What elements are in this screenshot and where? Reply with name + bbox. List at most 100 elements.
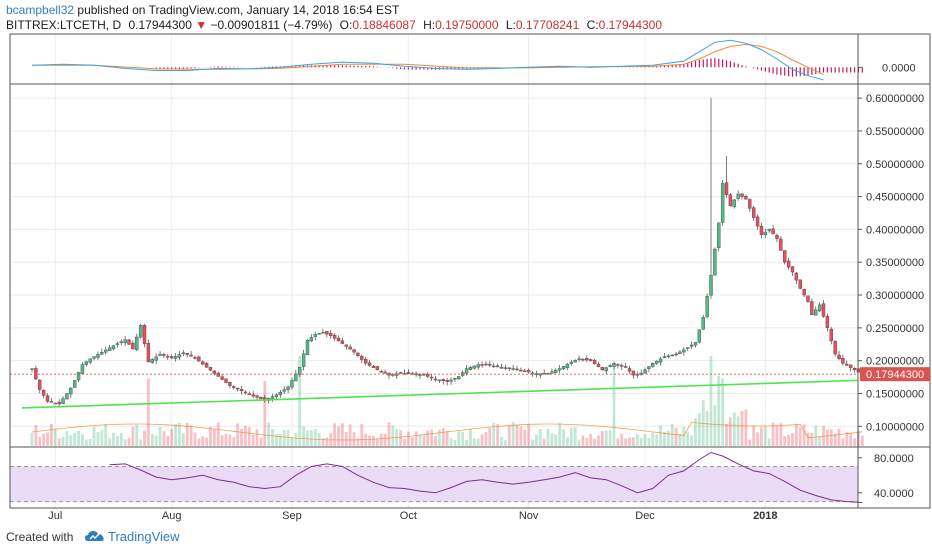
candle-body [751, 207, 756, 218]
volume-bar [162, 431, 166, 446]
candle-body [274, 394, 279, 397]
candle-body [185, 352, 189, 355]
volume-bar [736, 416, 740, 446]
candle-body [96, 354, 100, 358]
candle-body [457, 376, 461, 380]
volume-bar [783, 435, 787, 446]
candle-body [705, 296, 709, 317]
macd-line [31, 39, 824, 81]
volume-bar [244, 425, 247, 446]
candle-body [717, 222, 721, 249]
volume-bar [763, 426, 767, 446]
candle-body [336, 337, 341, 342]
x-tick-label: Jul [48, 510, 62, 522]
volume-bar [313, 429, 317, 446]
candle-body [709, 275, 713, 296]
volume-bar [201, 436, 205, 446]
candle-body [829, 328, 833, 342]
volume-bar [236, 423, 240, 446]
candle-body [235, 387, 240, 390]
rsi-line [109, 451, 863, 503]
candle-body [344, 344, 348, 347]
tradingview-brand[interactable]: TradingView [108, 529, 180, 544]
candle-body [779, 238, 783, 251]
candle-body [507, 367, 511, 369]
volume-bar [810, 433, 814, 446]
volume-bar [523, 429, 527, 446]
candle-body [220, 376, 224, 380]
volume-bar [255, 429, 259, 446]
candle-body [329, 332, 333, 336]
candle-body [115, 343, 120, 345]
candle-body [259, 396, 263, 399]
candle-body [201, 361, 205, 365]
candle-body [88, 358, 92, 363]
candle-body [340, 340, 345, 344]
candle-body [802, 289, 806, 296]
volume-bar [542, 438, 546, 446]
candle-body [169, 356, 174, 359]
volume-bar [709, 356, 713, 446]
volume-bar [465, 439, 468, 446]
volume-bar [81, 434, 84, 446]
candle-body [841, 358, 845, 364]
candle-body [294, 373, 298, 382]
volume-bar [73, 432, 77, 446]
candle-body [755, 216, 760, 227]
volume-bar [569, 427, 573, 446]
last-price-badge [860, 367, 930, 382]
volume-bar [697, 413, 701, 446]
candle-body [332, 334, 337, 339]
candle-body [53, 402, 57, 405]
last-price: 0.17944300 [128, 18, 192, 32]
volume-bar [546, 428, 550, 446]
rsi-panel [10, 451, 863, 503]
candle-body [453, 377, 457, 380]
candle-body [798, 279, 802, 289]
candle-body [581, 358, 585, 361]
candle-body [356, 352, 360, 357]
volume-bar [50, 423, 53, 446]
volume-bar [837, 428, 841, 446]
volume-bar [507, 424, 511, 446]
candle-body [173, 356, 178, 359]
candle-body [666, 355, 671, 358]
volume-bar [457, 431, 461, 446]
volume-bar [123, 439, 127, 446]
volume-bar [57, 438, 61, 446]
volume-bar [527, 423, 531, 446]
chart-canvas[interactable]: Jul Aug Sep Oct Nov Dec 2018 0.60000000 0.550000… [0, 0, 932, 524]
candle-body [325, 331, 329, 335]
rsi-band [10, 466, 858, 502]
candle-body [286, 386, 290, 390]
volume-bar [414, 431, 418, 446]
candle-body [654, 360, 659, 364]
candle-body [290, 380, 294, 388]
volume-bar [387, 422, 391, 446]
volume-bar [752, 425, 756, 446]
candle-body [589, 359, 593, 361]
volume-bar [655, 434, 659, 446]
volume-bar [787, 434, 790, 446]
candle-body [437, 379, 442, 382]
volume-bar [663, 431, 666, 446]
volume-bar [585, 437, 589, 446]
candle-body [135, 336, 139, 350]
candle-body [616, 364, 620, 366]
volume-bar [154, 435, 158, 446]
volume-bar [826, 429, 829, 446]
volume-bar [550, 433, 554, 446]
candle-body [689, 344, 694, 347]
volume-bar [503, 439, 507, 446]
candle-body [848, 364, 853, 368]
volume-bar [779, 423, 783, 446]
candle-body [30, 368, 34, 370]
author-link[interactable]: bcampbell32 [6, 3, 75, 17]
candle-body [298, 367, 302, 375]
volume-bar [438, 429, 441, 446]
candle-body [790, 266, 795, 273]
volume-bar [760, 427, 763, 446]
volume-bar [205, 437, 208, 446]
candle-body [585, 358, 589, 361]
volume-bar [216, 422, 220, 446]
